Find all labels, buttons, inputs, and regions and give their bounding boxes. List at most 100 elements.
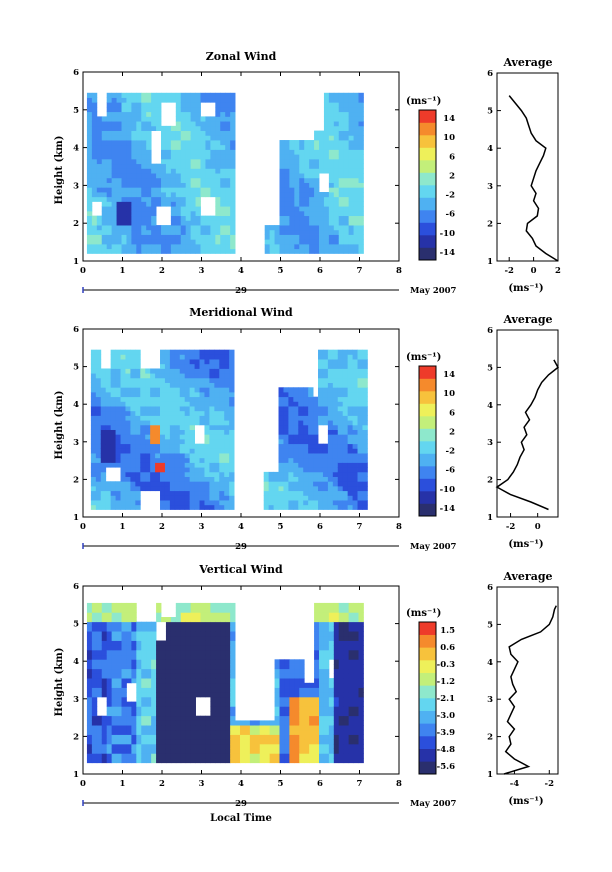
heatmap-cell (327, 434, 334, 440)
heatmap-cell (338, 715, 345, 721)
heatmap-cell (309, 687, 315, 693)
heatmap-cell (215, 168, 221, 174)
heatmap-cell (338, 692, 345, 698)
heatmap-cell (146, 173, 152, 179)
heatmap-cell (111, 116, 117, 122)
heatmap-cell (110, 391, 116, 398)
heatmap-cell (111, 682, 117, 688)
heatmap-cell (141, 154, 147, 160)
heatmap-cell (190, 135, 196, 141)
heatmap-cell (136, 239, 142, 245)
heatmap-cell (210, 168, 216, 174)
heatmap-cell (101, 635, 108, 641)
heatmap-cell (190, 182, 196, 188)
heatmap-cell (358, 673, 364, 679)
heatmap-cell (278, 481, 284, 487)
heatmap-cell (279, 720, 285, 726)
heatmap-cell (86, 135, 93, 141)
heatmap-cell (219, 401, 225, 407)
heatmap-cell (353, 125, 359, 131)
heatmap-cell (125, 406, 131, 412)
heatmap-cell (220, 187, 226, 193)
heatmap-cell (323, 626, 330, 632)
heatmap-cell (120, 373, 126, 379)
heatmap-cell (328, 229, 335, 235)
heatmap-cell (240, 743, 246, 750)
heatmap-cell (155, 448, 161, 454)
heatmap-cell (195, 111, 201, 117)
heatmap-cell (91, 664, 98, 670)
heatmap-cell (283, 457, 289, 463)
heatmap-cell (86, 725, 93, 731)
average-x-tick-label: -2 (506, 522, 516, 532)
heatmap-cell (86, 243, 93, 250)
heatmap-cell (141, 682, 147, 688)
heatmap-cell (343, 654, 350, 660)
heatmap-cell (333, 668, 340, 674)
heatmap-cell (86, 602, 93, 609)
heatmap-cell (348, 111, 354, 117)
heatmap-cell (313, 462, 319, 468)
colorbar-tick-label: -4.8 (437, 745, 455, 755)
heatmap-cell (116, 140, 122, 146)
heatmap-cell (209, 373, 215, 379)
heatmap-cell (338, 743, 345, 750)
heatmap-cell (204, 410, 210, 416)
heatmap-cell (230, 173, 236, 179)
heatmap-cell (95, 377, 102, 383)
heatmap-cell (358, 92, 364, 98)
heatmap-cell (120, 457, 126, 463)
heatmap-cell (314, 720, 320, 726)
heatmap-cell (299, 734, 305, 740)
heatmap-cell (146, 743, 152, 750)
heatmap-cell (209, 500, 215, 506)
y-tick-label: 4 (73, 657, 79, 667)
heatmap-cell (100, 396, 107, 402)
heatmap-cell (328, 687, 335, 693)
heatmap-cell (184, 429, 191, 435)
heatmap-cell (214, 448, 220, 454)
heatmap-cell (180, 621, 187, 627)
heatmap-cell (156, 121, 162, 127)
x-tick-label: 1 (120, 522, 126, 532)
heatmap-cell (115, 410, 121, 416)
heatmap-cell (180, 192, 187, 198)
heatmap-cell (338, 158, 345, 165)
heatmap-cell (96, 649, 103, 656)
heatmap-cell (156, 92, 162, 98)
heatmap-cell (190, 92, 196, 98)
heatmap-cell (332, 387, 339, 393)
heatmap-cell (175, 635, 182, 641)
heatmap-cell (91, 607, 98, 613)
heatmap-cell (136, 206, 142, 212)
heatmap-cell (353, 621, 359, 627)
heatmap-cell (220, 210, 226, 217)
heatmap-cell (230, 102, 236, 108)
heatmap-cell (264, 734, 271, 740)
heatmap-cell (289, 163, 295, 169)
heatmap-cell (309, 682, 315, 688)
heatmap-cell (215, 135, 221, 141)
heatmap-cell (332, 495, 339, 501)
heatmap-cell (284, 668, 290, 674)
heatmap-cell (110, 349, 116, 355)
heatmap-cell (318, 500, 324, 506)
heatmap-cell (318, 401, 324, 407)
colorbar-swatch (419, 660, 436, 673)
heatmap-cell (225, 173, 231, 179)
heatmap-cell (126, 182, 132, 188)
heatmap-cell (126, 140, 132, 146)
heatmap-cell (323, 106, 330, 113)
heatmap-cell (121, 687, 127, 693)
heatmap-cell (100, 438, 107, 445)
heatmap-cell (205, 602, 211, 609)
heatmap-cell (210, 220, 216, 226)
heatmap-cell (283, 410, 289, 416)
heatmap-cell (96, 753, 103, 759)
heatmap-cell (185, 177, 192, 183)
y-tick-label: 1 (73, 257, 79, 267)
heatmap-cell (95, 481, 102, 487)
heatmap-cell (205, 640, 211, 646)
heatmap-cell (86, 687, 93, 693)
heatmap-cell (195, 649, 201, 656)
